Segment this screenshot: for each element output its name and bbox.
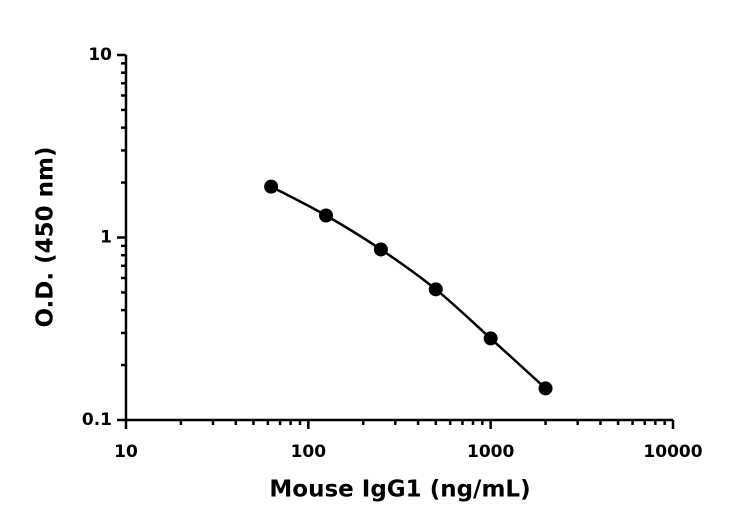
data-point	[319, 208, 334, 223]
x-tick-label: 1000	[467, 442, 514, 462]
data-point	[483, 331, 498, 346]
x-tick-label: 10000	[643, 442, 702, 462]
data-point	[373, 242, 388, 257]
fit-curve	[270, 185, 547, 390]
data-point	[538, 381, 553, 396]
x-tick-label: 10	[114, 442, 138, 462]
y-tick-label: 0.1	[82, 410, 112, 430]
y-tick-label: 10	[88, 45, 112, 65]
data-point	[428, 282, 443, 297]
x-tick-label: 100	[291, 442, 327, 462]
y-tick-label: 1	[100, 228, 112, 248]
x-axis-title: Mouse IgG1 (ng/mL)	[269, 477, 530, 503]
data-point	[264, 179, 279, 194]
y-axis-title: O.D. (450 nm)	[33, 146, 59, 327]
